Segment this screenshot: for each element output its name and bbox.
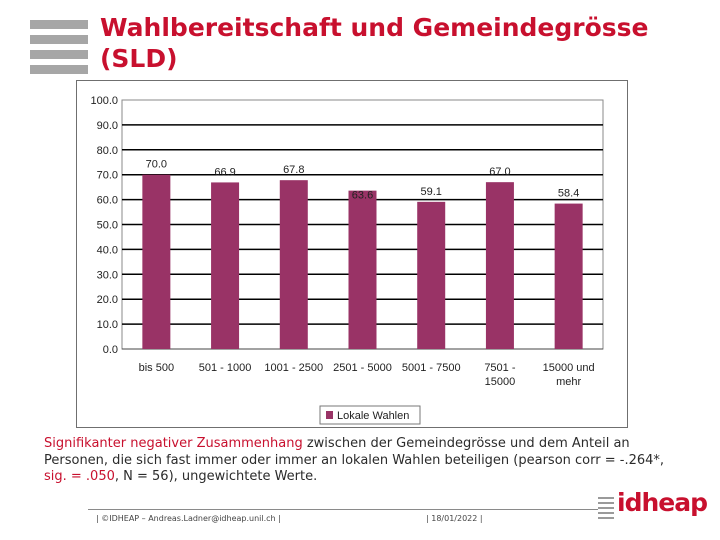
- y-tick-label: 90.0: [97, 120, 118, 132]
- slide-title: Wahlbereitschaft und Gemeindegrösse (SLD…: [100, 13, 649, 73]
- caption: Signifikanter negativer Zusammenhang zwi…: [44, 436, 684, 486]
- bar-value-label: 58.4: [558, 188, 579, 200]
- y-tick-label: 30.0: [97, 269, 118, 281]
- chart-frame: 100.0 90.0 80.0 70.0 60.0 50.0 40.0 30.0 20.0 10.…: [76, 80, 628, 428]
- bar: [142, 174, 171, 349]
- x-tick-label: 2501 - 5000: [333, 362, 392, 374]
- bar-value-label: 59.1: [421, 186, 442, 198]
- menu-bars-icon: [30, 20, 88, 76]
- y-tick-label: 20.0: [97, 294, 118, 306]
- legend-label: Lokale Wahlen: [337, 410, 409, 422]
- bar: [485, 182, 514, 349]
- legend: [319, 405, 421, 425]
- bar: [211, 182, 240, 349]
- bar-value-label: 67.8: [283, 164, 304, 176]
- y-tick-label: 40.0: [97, 244, 118, 256]
- x-tick-label: 15000 und: [543, 362, 595, 374]
- bar: [417, 201, 446, 349]
- bar: [554, 203, 583, 349]
- footer-date: | 18/01/2022 |: [426, 514, 483, 523]
- bar: [279, 180, 308, 349]
- x-tick-label: 501 - 1000: [199, 362, 252, 374]
- x-tick-label: 1001 - 2500: [264, 362, 323, 374]
- x-tick-label: 15000: [485, 376, 516, 388]
- x-tick-label: mehr: [556, 376, 581, 388]
- footer-credit: | ©IDHEAP – Andreas.Ladner@idheap.unil.c…: [96, 514, 281, 523]
- x-tick-label: bis 500: [139, 362, 174, 374]
- y-tick-label: 70.0: [97, 170, 118, 182]
- bar-chart: 100.0 90.0 80.0 70.0 60.0 50.0 40.0 30.0 20.0 10.…: [90, 95, 604, 425]
- logo-text: idheap: [617, 488, 708, 517]
- y-tick-label: 0.0: [103, 344, 118, 356]
- bar-value-label: 67.0: [489, 166, 510, 178]
- bar-value-label: 70.0: [146, 159, 167, 171]
- bar-value-label: 66.9: [214, 166, 235, 178]
- y-tick-label: 50.0: [97, 220, 118, 232]
- x-tick-label: 7501 -: [484, 362, 516, 374]
- y-tick-label: 10.0: [97, 319, 118, 331]
- y-tick-label: 80.0: [97, 145, 118, 157]
- footer-divider: [88, 509, 598, 510]
- caption-highlight-1: Signifikanter negativer Zusammenhang: [44, 436, 303, 451]
- idheap-logo: idheap: [598, 488, 708, 522]
- bar-value-label: 63.6: [352, 190, 373, 202]
- caption-end: , N = 56), ungewichtete Werte.: [114, 469, 318, 484]
- caption-highlight-2: sig. = .050: [44, 469, 115, 484]
- y-tick-label: 60.0: [97, 195, 118, 207]
- caption-text: zwischen der Gemeindegrösse und dem Ante…: [44, 436, 665, 468]
- bar: [348, 190, 377, 349]
- y-tick-label: 100.0: [90, 95, 118, 107]
- legend-swatch: [326, 411, 333, 419]
- x-tick-label: 5001 - 7500: [402, 362, 461, 374]
